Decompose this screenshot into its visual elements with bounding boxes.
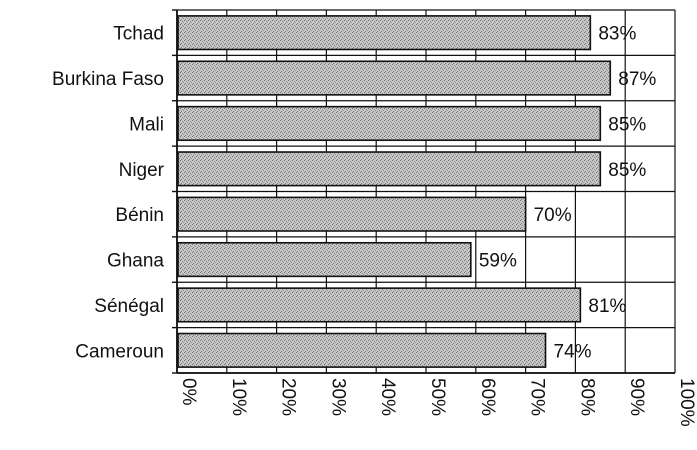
data-label: 83% — [598, 24, 636, 45]
data-label: 70% — [534, 205, 572, 226]
x-tick-label: 70% — [527, 378, 548, 416]
bar — [177, 196, 527, 232]
data-label: 59% — [479, 251, 517, 272]
x-tick-label: 50% — [427, 378, 448, 416]
data-label: 74% — [554, 341, 592, 362]
category-label: Niger — [119, 160, 165, 181]
category-label: Bénin — [115, 205, 164, 226]
data-label: 85% — [608, 114, 646, 135]
x-tick-label: 60% — [477, 378, 498, 416]
x-tick-label: 100% — [676, 378, 697, 427]
bar — [177, 332, 547, 368]
category-label: Ghana — [107, 251, 164, 272]
category-label: Tchad — [113, 24, 164, 45]
bar — [177, 60, 612, 96]
bar — [177, 151, 602, 187]
x-tick-label: 90% — [626, 378, 647, 416]
bar — [177, 15, 592, 51]
x-tick-label: 40% — [377, 378, 398, 416]
x-tick-label: 30% — [327, 378, 348, 416]
bar — [177, 105, 602, 142]
x-tick-label: 10% — [228, 378, 249, 416]
category-label: Mali — [129, 114, 164, 135]
bar — [177, 241, 472, 278]
category-label: Burkina Faso — [52, 69, 164, 90]
plot-area: Tchad 83% Burkina Faso 87% Mali 85% Niger 85% Bé… — [52, 9, 697, 427]
category-label: Sénégal — [94, 296, 164, 317]
category-label: Cameroun — [75, 341, 164, 362]
data-label: 87% — [618, 69, 656, 90]
x-tick-label: 0% — [178, 378, 199, 406]
bar — [177, 287, 582, 323]
data-label: 81% — [588, 296, 626, 317]
data-label: 85% — [608, 160, 646, 181]
x-tick-label: 20% — [278, 378, 299, 416]
x-tick-label: 80% — [576, 378, 597, 416]
